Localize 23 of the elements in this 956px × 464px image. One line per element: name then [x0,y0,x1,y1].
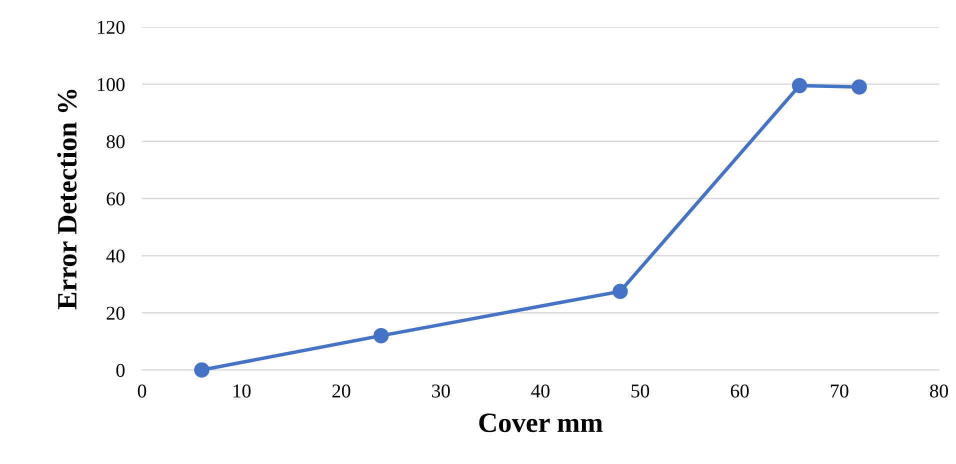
point [373,328,389,344]
x-axis-title: Cover mm [479,414,603,432]
point [612,284,628,300]
x-tick-label: 10 [234,384,251,398]
x-tick-label: 60 [730,384,749,398]
y-tick-label: 80 [106,135,125,148]
point [194,362,210,378]
x-tick-label: 70 [830,384,848,398]
y-tick-label: 100 [98,78,125,92]
y-tick-label: 60 [106,192,125,206]
x-tick-label: 30 [432,384,450,398]
y-tick-label: 120 [98,20,125,34]
y-tick-label: 40 [106,249,125,263]
y-tick-label: 0 [116,364,125,377]
y-axis-title: Error Detection % [57,90,77,310]
x-tick-label: 0 [138,384,146,398]
x-tick-label: 80 [930,384,948,398]
point [792,78,808,94]
y-tick-label: 20 [106,306,125,320]
x-tick-label: 20 [332,384,350,398]
x-tick-label: 50 [632,384,650,398]
point [852,79,867,95]
x-tick-label: 40 [531,384,550,398]
